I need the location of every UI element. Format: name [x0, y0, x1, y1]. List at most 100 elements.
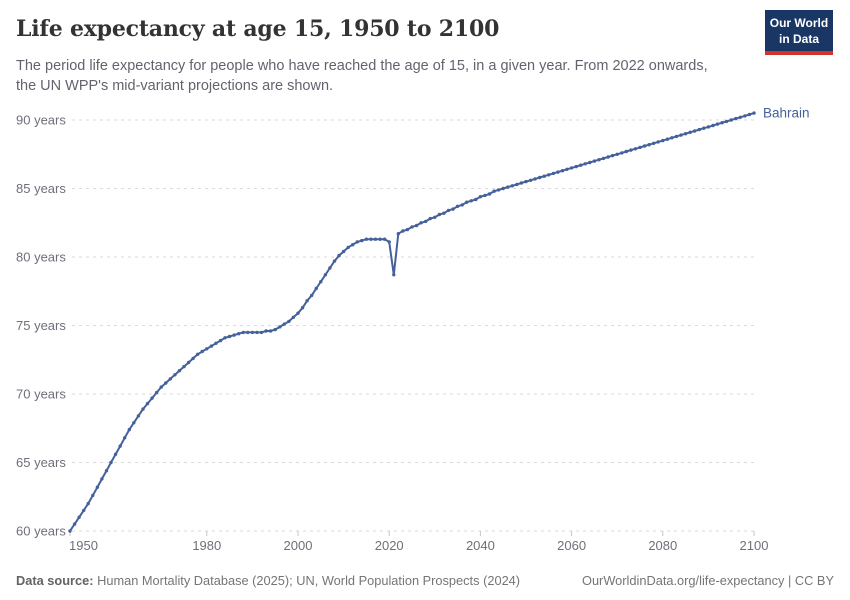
data-point-marker[interactable] [241, 330, 245, 335]
data-point-marker[interactable] [300, 306, 305, 310]
data-point-marker[interactable] [310, 293, 314, 298]
data-point-marker[interactable] [629, 148, 633, 152]
data-point-marker[interactable] [109, 460, 113, 465]
data-point-marker[interactable] [524, 179, 528, 184]
data-point-marker[interactable] [95, 485, 100, 489]
data-point-marker[interactable] [560, 169, 565, 173]
data-point-marker[interactable] [515, 182, 519, 187]
data-point-marker[interactable] [711, 123, 715, 128]
data-point-marker[interactable] [437, 212, 442, 217]
data-point-marker[interactable] [173, 373, 177, 377]
data-point-marker[interactable] [72, 522, 77, 526]
data-point-marker[interactable] [118, 444, 122, 448]
data-point-marker[interactable] [346, 245, 350, 250]
data-point-marker[interactable] [296, 311, 300, 315]
data-point-marker[interactable] [492, 189, 496, 193]
data-point-marker[interactable] [136, 414, 141, 418]
data-point-marker[interactable] [145, 401, 150, 406]
data-point-marker[interactable] [697, 127, 701, 132]
data-point-marker[interactable] [538, 175, 542, 180]
data-point-marker[interactable] [214, 341, 218, 345]
data-point-marker[interactable] [268, 329, 273, 333]
data-point-marker[interactable] [337, 253, 341, 258]
data-point-marker[interactable] [319, 280, 323, 284]
data-point-marker[interactable] [620, 151, 624, 155]
data-point-marker[interactable] [154, 390, 159, 395]
data-point-marker[interactable] [702, 126, 706, 130]
data-point-marker[interactable] [227, 334, 232, 339]
data-point-marker[interactable] [519, 181, 524, 185]
data-point-marker[interactable] [250, 330, 255, 335]
owid-logo[interactable]: Our World in Data [765, 10, 833, 56]
data-point-marker[interactable] [259, 330, 264, 335]
data-point-marker[interactable] [255, 330, 259, 335]
data-point-marker[interactable] [218, 338, 223, 343]
data-point-marker[interactable] [351, 243, 355, 247]
data-point-marker[interactable] [424, 219, 428, 224]
data-point-marker[interactable] [287, 319, 291, 324]
data-point-marker[interactable] [191, 356, 195, 361]
data-point-marker[interactable] [177, 369, 182, 373]
data-point-marker[interactable] [670, 136, 674, 140]
data-point-marker[interactable] [469, 199, 473, 203]
data-point-marker[interactable] [688, 130, 692, 134]
data-point-marker[interactable] [150, 396, 154, 400]
data-point-marker[interactable] [633, 147, 638, 151]
data-point-marker[interactable] [642, 144, 647, 148]
data-point-marker[interactable] [652, 141, 656, 145]
data-point-marker[interactable] [428, 216, 432, 221]
data-point-marker[interactable] [565, 167, 569, 171]
entity-label[interactable]: Bahrain [763, 106, 810, 121]
data-point-marker[interactable] [683, 132, 688, 136]
data-point-marker[interactable] [364, 237, 369, 241]
data-point-marker[interactable] [182, 364, 186, 369]
data-point-marker[interactable] [478, 195, 483, 199]
data-point-marker[interactable] [314, 286, 318, 291]
data-point-marker[interactable] [465, 200, 469, 204]
data-point-marker[interactable] [574, 164, 578, 169]
data-point-marker[interactable] [305, 299, 309, 303]
data-point-marker[interactable] [132, 421, 136, 425]
data-point-marker[interactable] [752, 111, 756, 115]
data-point-marker[interactable] [693, 129, 697, 133]
data-point-marker[interactable] [82, 508, 86, 513]
data-point-marker[interactable] [273, 327, 277, 332]
data-point-marker[interactable] [665, 137, 670, 141]
data-point-marker[interactable] [601, 156, 606, 161]
data-point-marker[interactable] [588, 160, 592, 165]
data-point-marker[interactable] [496, 188, 501, 192]
data-point-marker[interactable] [237, 332, 241, 336]
data-point-marker[interactable] [647, 143, 651, 147]
data-point-marker[interactable] [724, 119, 729, 124]
data-point-marker[interactable] [569, 166, 574, 170]
data-point-marker[interactable] [104, 469, 109, 473]
data-point-marker[interactable] [141, 407, 145, 411]
data-point-marker[interactable] [460, 203, 464, 207]
data-point-marker[interactable] [592, 159, 597, 163]
data-point-marker[interactable] [387, 240, 391, 244]
data-point-marker[interactable] [738, 115, 742, 120]
data-point-marker[interactable] [100, 477, 104, 481]
data-point-marker[interactable] [419, 221, 423, 225]
data-point-marker[interactable] [706, 125, 711, 129]
data-point-marker[interactable] [624, 149, 628, 154]
data-point-marker[interactable] [715, 122, 720, 126]
data-point-marker[interactable] [323, 273, 328, 277]
data-point-marker[interactable] [68, 529, 72, 533]
data-point-marker[interactable] [414, 223, 419, 228]
data-point-marker[interactable] [369, 237, 373, 241]
data-point-marker[interactable] [451, 207, 455, 211]
data-point-marker[interactable] [542, 174, 546, 178]
data-point-marker[interactable] [410, 225, 414, 229]
data-point-marker[interactable] [378, 237, 382, 241]
data-point-marker[interactable] [232, 333, 236, 337]
data-point-marker[interactable] [205, 347, 209, 351]
data-point-marker[interactable] [113, 452, 118, 456]
data-point-marker[interactable] [86, 501, 90, 506]
data-point-marker[interactable] [401, 229, 405, 233]
data-point-marker[interactable] [382, 237, 387, 241]
data-point-marker[interactable] [734, 116, 738, 121]
data-point-marker[interactable] [547, 173, 551, 177]
data-point-marker[interactable] [506, 185, 510, 189]
data-point-marker[interactable] [433, 215, 437, 219]
